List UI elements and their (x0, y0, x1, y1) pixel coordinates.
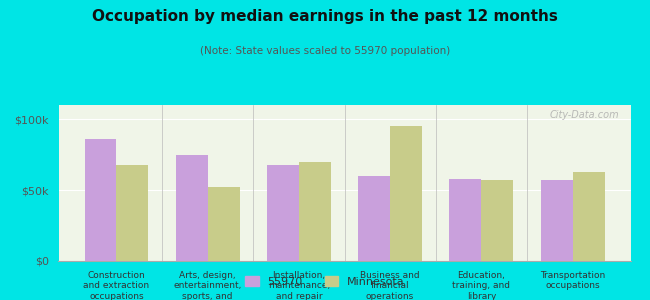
Bar (541, 180, 573, 261)
Bar (176, 154, 207, 261)
Text: (Note: State values scaled to 55970 population): (Note: State values scaled to 55970 popu… (200, 46, 450, 56)
Bar (299, 162, 331, 261)
Bar (390, 126, 422, 261)
Bar (358, 176, 390, 261)
Bar (267, 165, 299, 261)
Text: Occupation by median earnings in the past 12 months: Occupation by median earnings in the pas… (92, 9, 558, 24)
Bar (116, 165, 148, 261)
Text: City-Data.com: City-Data.com (549, 110, 619, 120)
Bar (482, 180, 514, 261)
Bar (573, 172, 604, 261)
Bar (449, 179, 482, 261)
Legend: 55970, Minnesota: 55970, Minnesota (240, 272, 410, 291)
Bar (84, 139, 116, 261)
Bar (207, 187, 240, 261)
